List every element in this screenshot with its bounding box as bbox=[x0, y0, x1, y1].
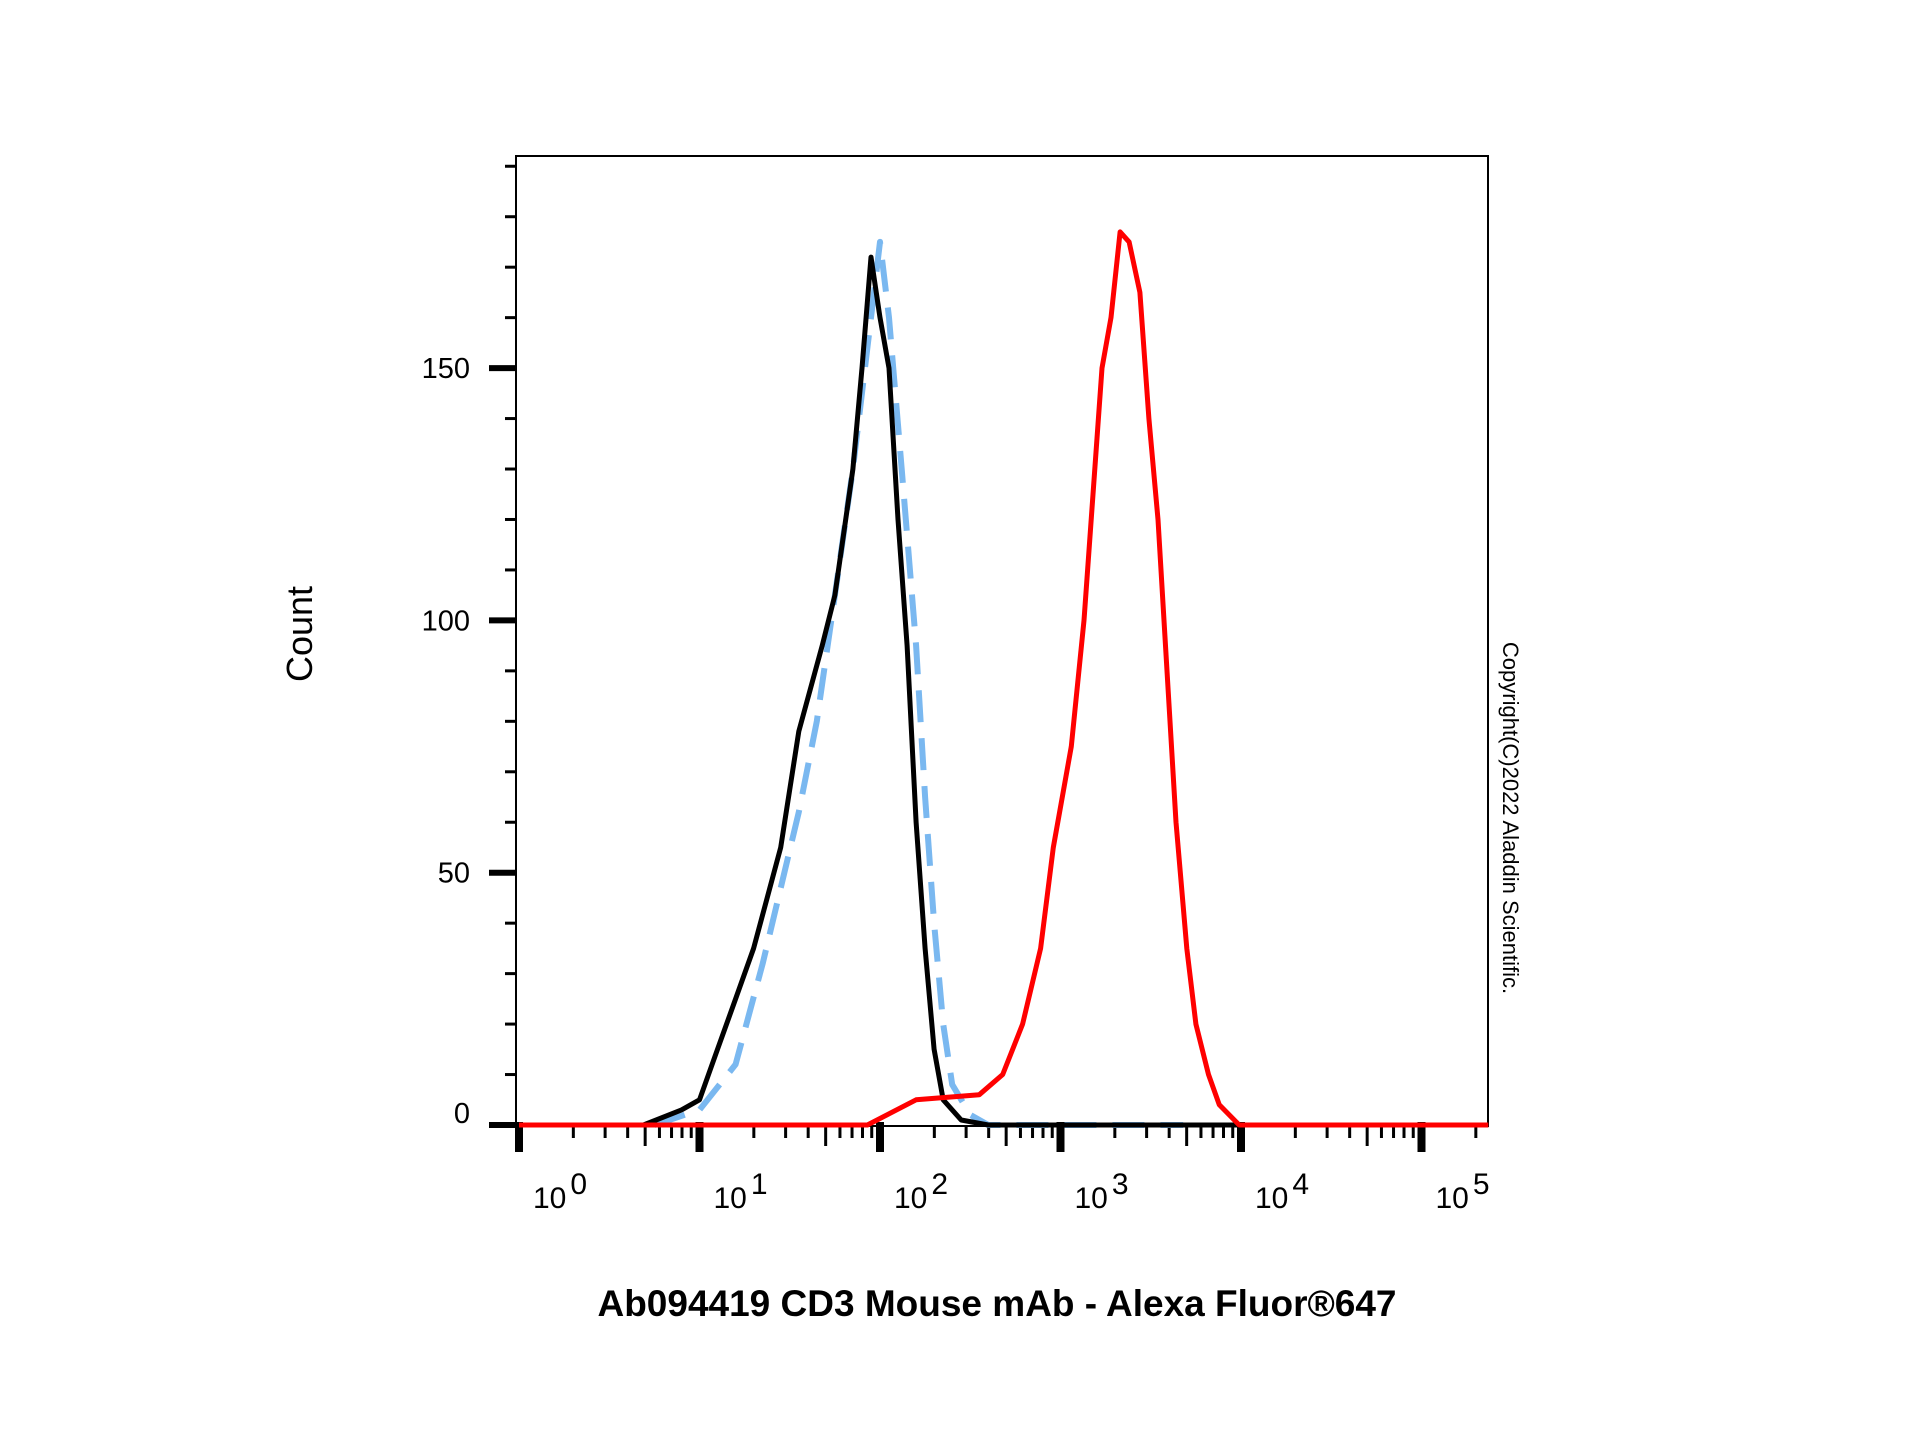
y-tick-label: 100 bbox=[422, 605, 470, 637]
x-tick-base: 10 bbox=[1436, 1182, 1469, 1215]
x-tick-label: 10 0 bbox=[533, 1168, 587, 1215]
series-line-isotype-control bbox=[519, 254, 1489, 1128]
x-tick-base: 10 bbox=[894, 1182, 927, 1215]
y-tick-label: 0 bbox=[454, 1098, 470, 1130]
x-tick-exponent: 3 bbox=[1112, 1168, 1129, 1201]
x-tick-base: 10 bbox=[533, 1182, 566, 1215]
x-axis: 10 0 10 1 10 2 10 3 10 4 10 5 bbox=[515, 1122, 1490, 1215]
x-tick-base: 10 bbox=[1075, 1182, 1108, 1215]
x-tick-base: 10 bbox=[1255, 1182, 1288, 1215]
y-axis: 0 50 100 150 bbox=[422, 164, 516, 1130]
x-tick-exponent: 4 bbox=[1292, 1168, 1309, 1201]
series-line-blank-control bbox=[653, 238, 1184, 1128]
plot-frame bbox=[515, 155, 1489, 1127]
x-tick-label: 10 4 bbox=[1255, 1168, 1309, 1215]
x-tick-label: 10 2 bbox=[894, 1168, 948, 1215]
y-tick-label: 50 bbox=[438, 858, 470, 890]
x-tick-exponent: 2 bbox=[931, 1168, 948, 1201]
y-tick-label: 150 bbox=[422, 353, 470, 385]
x-tick-exponent: 5 bbox=[1473, 1168, 1490, 1201]
copyright-annotation: Copyright(C)2022 Aladdin Scientific. bbox=[1498, 642, 1523, 994]
x-tick-label: 10 3 bbox=[1075, 1168, 1129, 1215]
x-axis-label: Ab094419 CD3 Mouse mAb - Alexa Fluor®647 bbox=[597, 1283, 1396, 1324]
x-tick-label: 10 1 bbox=[714, 1168, 768, 1215]
x-tick-label: 10 5 bbox=[1436, 1168, 1490, 1215]
x-tick-exponent: 0 bbox=[570, 1168, 587, 1201]
x-tick-exponent: 1 bbox=[751, 1168, 768, 1201]
y-axis-label: Count bbox=[279, 586, 320, 682]
series-group bbox=[519, 229, 1489, 1128]
x-tick-base: 10 bbox=[714, 1182, 747, 1215]
series-line-CD3-stained bbox=[519, 229, 1489, 1128]
